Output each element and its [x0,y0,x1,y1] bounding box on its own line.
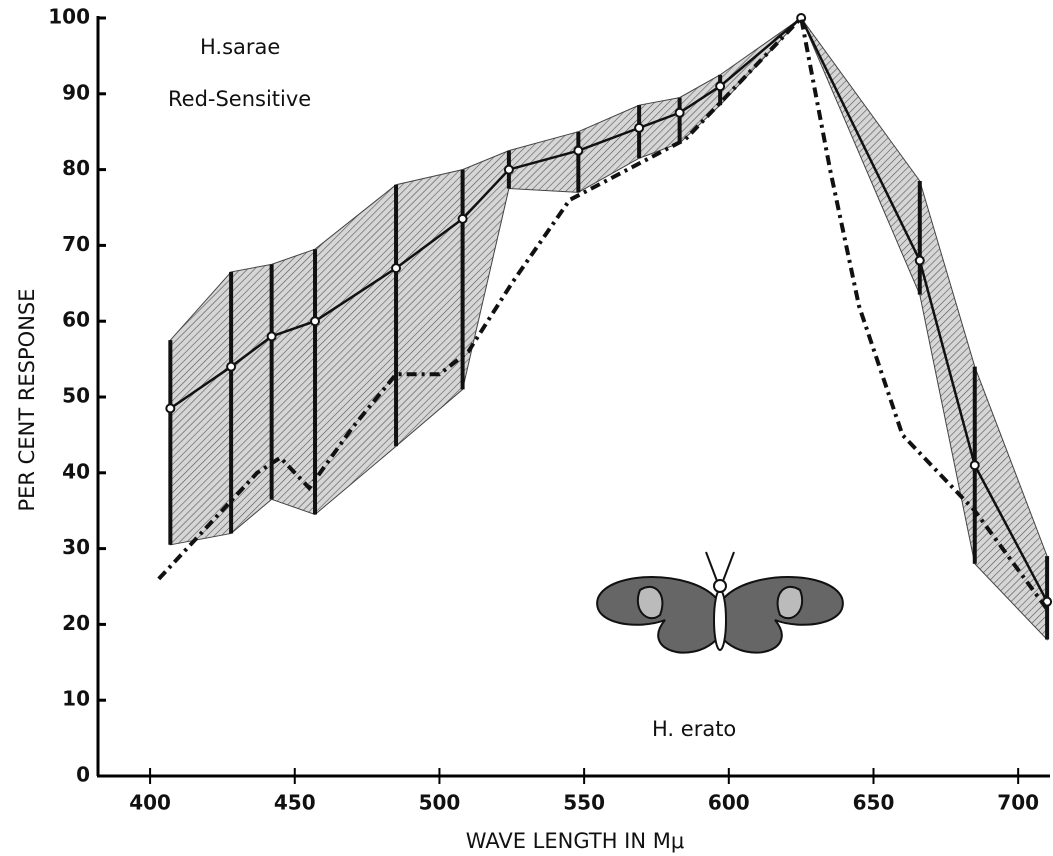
y-tick-label: 10 [62,687,90,711]
data-point [715,81,726,92]
data-point [969,460,980,471]
y-tick-label: 20 [62,611,90,635]
x-tick-label: 400 [129,791,171,815]
y-tick-label: 70 [62,232,90,256]
data-point [914,255,925,266]
y-axis-label: PER CENT RESPONSE [15,288,39,511]
y-tick-label: 0 [76,763,90,787]
annotation: H.sarae [200,35,280,59]
x-tick-label: 700 [997,791,1039,815]
x-tick-label: 650 [853,791,895,815]
y-tick-label: 60 [62,308,90,332]
annotation: Red-Sensitive [168,87,311,111]
x-tick-label: 550 [563,791,605,815]
data-point [573,145,584,156]
x-tick-label: 450 [274,791,316,815]
data-point [391,263,402,274]
series-line [157,13,1049,611]
y-tick-label: 90 [62,80,90,104]
data-point [226,361,237,372]
error-band [169,17,1048,641]
y-tick-label: 100 [48,5,90,29]
data-point [634,122,645,133]
data-point [503,164,514,175]
y-tick-label: 50 [62,384,90,408]
data-point [165,403,176,414]
data-point [266,331,277,342]
annotation: H. erato [652,717,736,741]
y-tick-label: 40 [62,459,90,483]
x-tick-label: 500 [419,791,461,815]
y-tick-label: 80 [62,156,90,180]
x-axis-label: WAVE LENGTH IN Mμ [466,829,685,853]
data-point [310,316,321,327]
x-tick-label: 600 [708,791,750,815]
data-point [674,107,685,118]
data-point [457,213,468,224]
butterfly-icon [596,551,844,654]
y-tick-label: 30 [62,535,90,559]
